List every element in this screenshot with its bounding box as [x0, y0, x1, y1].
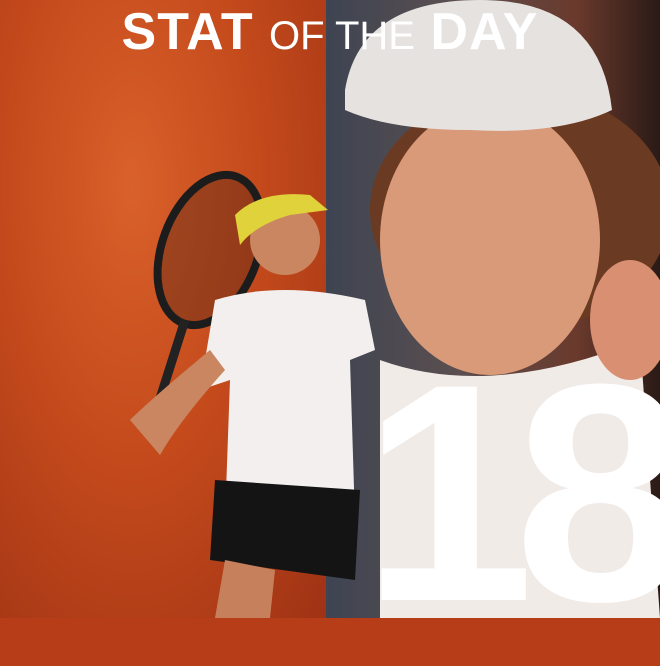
action-player — [130, 170, 375, 618]
title-of-the: OF THE — [269, 14, 415, 58]
title-day: DAY — [430, 3, 539, 61]
player-leg — [215, 560, 275, 618]
title-stat: STAT — [121, 3, 254, 61]
portrait-player — [345, 0, 660, 618]
portrait-hand — [590, 260, 660, 380]
player-cap — [235, 194, 328, 245]
player-shirt — [200, 290, 375, 520]
page-title: STAT OF THE DAY — [0, 2, 660, 62]
portrait-shirt — [380, 340, 660, 618]
player-arm — [130, 350, 225, 455]
player-artwork — [130, 0, 660, 618]
portrait-cap — [345, 0, 612, 131]
player-shorts — [210, 480, 360, 580]
racket-strings — [161, 178, 259, 322]
stat-number: 18 — [362, 319, 660, 666]
portrait-face — [380, 105, 600, 375]
